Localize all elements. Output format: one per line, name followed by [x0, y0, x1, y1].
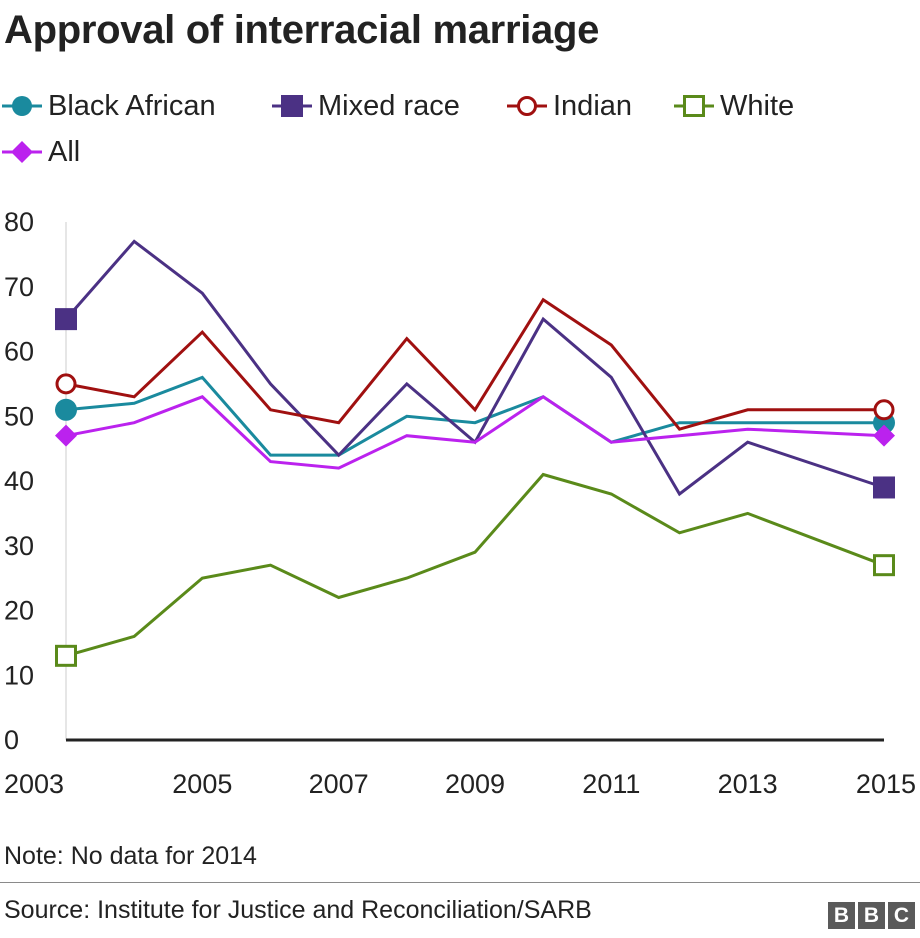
y-tick-label: 0 — [4, 725, 19, 755]
bbc-logo-letter: B — [828, 902, 855, 929]
diamond-marker-icon — [2, 141, 42, 163]
legend: Black African Mixed race Indian White Al… — [0, 86, 920, 178]
data-point-marker — [873, 554, 895, 577]
series-line-mixed-race — [64, 239, 885, 497]
series-line-white — [65, 472, 885, 658]
chart-note: Note: No data for 2014 — [4, 842, 257, 870]
y-tick-label: 10 — [4, 660, 34, 690]
bbc-logo-letter: C — [888, 902, 915, 929]
data-point-marker — [55, 373, 77, 395]
x-tick-label: 2005 — [172, 769, 232, 799]
data-point-marker — [55, 398, 77, 421]
legend-label: Mixed race — [318, 90, 460, 122]
y-tick-label: 70 — [4, 272, 34, 302]
x-tick-label: 2007 — [309, 769, 369, 799]
chart-title: Approval of interracial marriage — [4, 8, 600, 52]
y-tick-label: 40 — [4, 466, 34, 496]
data-point-marker — [873, 476, 895, 499]
y-tick-label: 30 — [4, 531, 34, 561]
circle-marker-icon — [2, 96, 42, 116]
footer-divider — [0, 882, 920, 883]
legend-item-black-african: Black African — [0, 86, 216, 126]
bbc-logo-letter: B — [858, 902, 885, 929]
x-tick-label: 2013 — [718, 769, 778, 799]
x-tick-label: 2003 — [4, 769, 64, 799]
data-point-marker — [55, 424, 77, 447]
data-point-marker — [873, 399, 895, 421]
legend-item-indian: Indian — [505, 86, 632, 126]
open-square-marker-icon — [674, 95, 714, 117]
y-tick-label: 80 — [4, 207, 34, 237]
y-tick-label: 60 — [4, 337, 34, 367]
legend-item-white: White — [672, 86, 794, 126]
legend-item-mixed-race: Mixed race — [270, 86, 460, 126]
data-point-marker — [873, 424, 895, 447]
series-line-indian — [65, 297, 884, 431]
bbc-logo: B B C — [828, 902, 915, 929]
series-line-all — [65, 394, 885, 470]
y-tick-label: 50 — [4, 401, 34, 431]
legend-label: Black African — [48, 90, 216, 122]
x-tick-label: 2015 — [856, 769, 916, 799]
legend-label: White — [720, 90, 795, 122]
series-line-black-african — [65, 375, 884, 457]
square-marker-icon — [272, 95, 312, 117]
x-tick-label: 2011 — [582, 769, 640, 799]
open-circle-marker-icon — [507, 96, 547, 116]
source-credit: Source: Institute for Justice and Reconc… — [4, 896, 592, 924]
data-point-marker — [55, 308, 77, 331]
data-point-marker — [55, 644, 77, 667]
legend-label: Indian — [553, 90, 633, 122]
x-tick-label: 2009 — [445, 769, 505, 799]
legend-item-all: All — [0, 132, 80, 172]
line-chart: 0 10 20 30 40 50 60 70 80 2003 2005 2007 2009 2011 201… — [4, 207, 916, 799]
y-tick-label: 20 — [4, 596, 34, 626]
legend-label: All — [48, 136, 81, 168]
